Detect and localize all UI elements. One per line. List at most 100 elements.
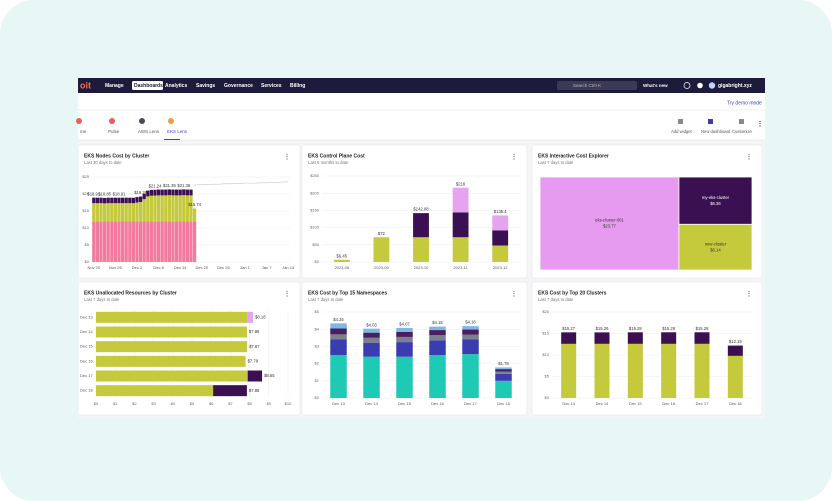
- help-icon[interactable]: [683, 82, 691, 89]
- y-tick-label: $100: [310, 225, 320, 230]
- bar-label: $21.36: [177, 183, 190, 188]
- bar-segment: [330, 355, 347, 398]
- menu-item[interactable]: Savings: [196, 83, 215, 89]
- action-icon: [678, 119, 683, 124]
- bar-segment: [694, 343, 710, 398]
- menu-kebab[interactable]: ⋮: [757, 120, 764, 128]
- tab-underline: [164, 139, 180, 140]
- x-tick-label: 2023-09: [374, 265, 389, 270]
- widget-menu[interactable]: ⋮: [284, 291, 290, 298]
- action-icon: [708, 119, 713, 124]
- search-box[interactable]: [557, 81, 637, 90]
- bar-label: $4.15: [432, 320, 443, 325]
- x-tick-label: $0: [94, 401, 99, 406]
- widget-menu[interactable]: ⋮: [284, 154, 290, 161]
- bar-segment: [462, 339, 479, 355]
- cell-value: $6.14: [710, 247, 721, 252]
- bar-label: $18.85: [98, 192, 111, 197]
- bar-segment: [247, 370, 263, 382]
- y-tick-label: Dec 17: [80, 373, 93, 378]
- treemap-cell[interactable]: [678, 223, 753, 271]
- bar-label: $18.91: [113, 191, 126, 196]
- menu-item[interactable]: Governance: [224, 83, 253, 89]
- action[interactable]: Customize: [732, 129, 752, 134]
- y-tick-label: $0: [315, 259, 320, 264]
- bar-segment: [156, 221, 161, 262]
- tab[interactable]: Pulse: [108, 129, 120, 134]
- bar-segment: [182, 195, 186, 222]
- bar-segment: [135, 197, 139, 203]
- menu-item[interactable]: Analytics: [165, 83, 187, 89]
- search[interactable]: Search Ctrl+K: [573, 83, 601, 88]
- menu-active: [132, 81, 163, 90]
- logo[interactable]: oit: [80, 80, 91, 90]
- demo-link[interactable]: Try demo mode: [727, 100, 762, 106]
- treemap-cell[interactable]: [539, 176, 680, 271]
- bar-segment: [363, 337, 380, 343]
- y-tick-label: $1: [315, 378, 320, 383]
- bar-label: $21.24: [149, 183, 162, 188]
- tab[interactable]: AWS Lens: [138, 129, 160, 134]
- bar-segment: [96, 326, 247, 338]
- widget-menu[interactable]: ⋮: [511, 291, 517, 298]
- y-tick-label: $15: [542, 331, 549, 336]
- cell-name: eks-cluster-001: [595, 218, 624, 223]
- avatar[interactable]: [708, 82, 716, 89]
- bar-segment: [452, 212, 469, 238]
- menu-item[interactable]: Manage: [105, 83, 124, 89]
- bar-label: $1.78: [498, 361, 509, 366]
- bar-segment: [189, 195, 193, 222]
- y-tick-label: $10: [82, 225, 89, 230]
- bar-segment: [124, 197, 128, 204]
- bar-segment: [95, 203, 100, 222]
- bar-segment: [95, 197, 100, 204]
- bar-segment: [396, 331, 413, 337]
- bar-segment: [178, 189, 182, 196]
- bar-segment: [99, 203, 103, 222]
- widget-menu[interactable]: ⋮: [746, 291, 752, 298]
- bar-segment: [96, 385, 214, 397]
- widget-menu[interactable]: ⋮: [511, 154, 517, 161]
- menu-item[interactable]: Dashboards: [134, 83, 163, 89]
- tab[interactable]: EKS Lens: [167, 129, 188, 134]
- y-tick-label: $0: [545, 395, 550, 400]
- bar-segment: [185, 221, 190, 262]
- bar-segment: [192, 221, 197, 262]
- whats-new[interactable]: What's new: [643, 83, 668, 88]
- bar-segment: [363, 328, 380, 333]
- settings-icon[interactable]: [697, 82, 703, 89]
- bar-segment: [160, 195, 164, 222]
- account[interactable]: gigabright.xyz: [718, 83, 752, 89]
- bar-segment: [694, 332, 710, 344]
- treemap-cell[interactable]: [678, 176, 753, 225]
- bar-segment: [727, 345, 743, 356]
- widget-menu[interactable]: ⋮: [746, 154, 752, 161]
- action[interactable]: Add widget: [671, 129, 693, 134]
- y-tick-label: $150: [310, 207, 320, 212]
- bar-segment: [160, 221, 164, 262]
- action[interactable]: New dashboard: [701, 129, 731, 134]
- bar-segment: [363, 342, 380, 357]
- bar-segment: [146, 190, 150, 197]
- x-tick-label: Dec 14: [365, 401, 378, 406]
- bar-label: $15.28: [696, 326, 709, 331]
- bar-segment: [174, 221, 179, 262]
- bar-segment: [131, 203, 136, 222]
- bar-segment: [99, 197, 103, 204]
- bar-label: $15.28: [629, 326, 642, 331]
- menu-item[interactable]: Services: [261, 83, 282, 89]
- bar-segment: [102, 221, 107, 262]
- x-tick-label: Dec 26: [217, 265, 230, 270]
- bar-segment: [429, 326, 446, 331]
- bar-segment: [153, 195, 157, 222]
- menu-item[interactable]: Billing: [290, 83, 305, 89]
- tab[interactable]: me: [80, 129, 87, 134]
- x-tick-label: 2023-08: [334, 265, 349, 270]
- bar-segment: [124, 221, 128, 262]
- x-tick-label: Dec 2: [132, 265, 143, 270]
- bar-segment: [142, 199, 146, 222]
- bar-segment: [363, 332, 380, 338]
- bar-segment: [110, 197, 114, 204]
- bar-segment: [110, 221, 114, 262]
- widget-subtitle: Last 7 days to date: [538, 297, 574, 302]
